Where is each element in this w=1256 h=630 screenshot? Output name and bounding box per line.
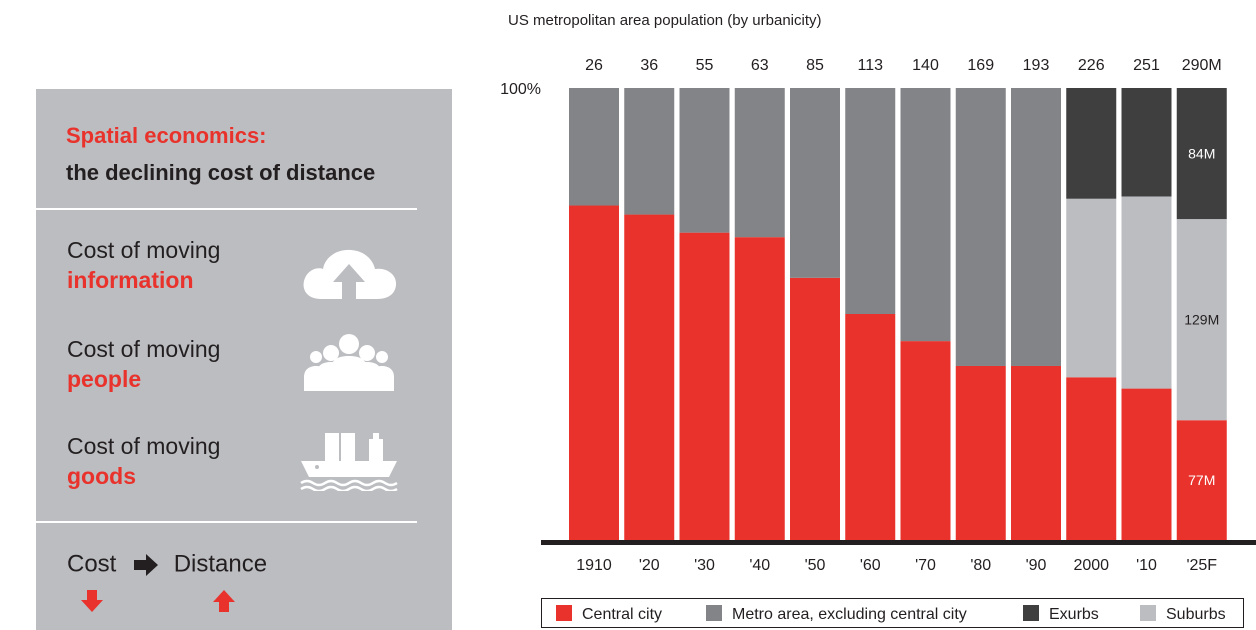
bar-total-label: 193 [1023, 57, 1050, 74]
legend-swatch [556, 605, 572, 621]
bar-segment-central [955, 365, 1006, 540]
bar-total-label: 36 [640, 57, 658, 74]
bar-segment-central [734, 237, 785, 540]
bar-value-label: 129M [1184, 312, 1219, 328]
bar-segment-central [569, 205, 619, 540]
x-tick-label: '80 [970, 557, 991, 574]
legend-item-exurbs: Exurbs [1023, 605, 1099, 624]
bar-segment-suburbs [1176, 219, 1227, 421]
bar-segment-metro [955, 88, 1006, 366]
bar-segment-central [624, 214, 675, 540]
bar-total-label: 169 [967, 57, 994, 74]
legend-item-central: Central city [556, 605, 662, 624]
people-group-icon [304, 334, 394, 391]
bar-segment-exurbs [1176, 88, 1227, 220]
bar-total-label: 26 [585, 57, 603, 74]
arrow-up-icon [213, 590, 235, 612]
bar-segment-metro [1011, 88, 1061, 366]
bar-segment-suburbs [1066, 198, 1117, 378]
bar-total-label: 251 [1133, 57, 1160, 74]
distance-term: Distance [173, 550, 268, 578]
cost-label: Cost of moving [67, 237, 221, 263]
bar-total-label: 63 [751, 57, 769, 74]
bar-total-label: 55 [696, 57, 714, 74]
bar-total-label: 290M [1182, 57, 1222, 74]
bar-segment-central [1176, 420, 1227, 540]
x-tick-label: '40 [749, 557, 770, 574]
cost-subject: information [67, 267, 194, 293]
bar-segment-central [1011, 365, 1061, 540]
x-tick-label: '20 [639, 557, 660, 574]
bar-segment-metro [624, 88, 675, 215]
bar-total-label: 140 [912, 57, 939, 74]
x-tick-label: 2000 [1073, 557, 1109, 574]
bar-value-label: 84M [1188, 146, 1215, 162]
chart-legend: Central city Metro area, excluding centr… [541, 598, 1244, 628]
x-axis-baseline [541, 540, 1256, 545]
cost-subject: goods [67, 463, 136, 489]
bar-segment-metro [790, 88, 840, 278]
legend-label: Metro area, excluding central city [732, 606, 967, 623]
cost-subject: people [67, 366, 142, 392]
bar-segment-metro [845, 88, 896, 314]
bar-segment-metro [734, 88, 785, 238]
legend-label: Suburbs [1166, 606, 1226, 623]
x-tick-label: '50 [805, 557, 826, 574]
x-tick-label: '60 [860, 557, 881, 574]
legend-swatch [706, 605, 722, 621]
panel-title: the declining cost of distance [66, 160, 376, 185]
bar-segment-central [900, 341, 951, 540]
arrow-down-icon [81, 590, 103, 612]
info-panel: Spatial economics: the declining cost of… [36, 89, 452, 630]
cost-label: Cost of moving [67, 433, 221, 459]
bar-total-label: 113 [857, 57, 883, 74]
bar-segment-suburbs [1121, 196, 1172, 389]
divider [36, 208, 417, 210]
cargo-ship-icon [300, 433, 398, 491]
cost-row-people: Cost of moving people [67, 334, 220, 394]
legend-swatch [1023, 605, 1039, 621]
y-axis-top-label: 100% [500, 81, 541, 98]
legend-label: Central city [582, 606, 663, 623]
x-tick-label: '10 [1136, 557, 1157, 574]
bar-segment-central [845, 314, 896, 540]
cost-row-information: Cost of moving information [67, 235, 220, 295]
divider [36, 521, 417, 523]
panel-title-highlight: Spatial economics: [66, 123, 267, 148]
cost-distance-relation: Cost Distance [67, 550, 267, 579]
bar-total-label: 85 [806, 57, 824, 74]
bar-segment-metro [679, 88, 730, 233]
bar-segment-metro [569, 88, 619, 206]
bar-segment-central [679, 232, 730, 540]
cost-term: Cost [67, 550, 117, 578]
chart-title: US metropolitan area population (by urba… [508, 12, 822, 29]
bar-value-label: 77M [1188, 472, 1215, 488]
legend-item-metro: Metro area, excluding central city [706, 605, 967, 624]
cost-label: Cost of moving [67, 336, 221, 362]
arrow-right-icon [134, 553, 159, 576]
x-tick-label: '90 [1026, 557, 1047, 574]
x-tick-label: '70 [915, 557, 936, 574]
x-tick-label: '30 [694, 557, 715, 574]
legend-label: Exurbs [1049, 606, 1099, 623]
bar-segment-central [790, 277, 840, 540]
legend-item-suburbs: Suburbs [1140, 605, 1226, 624]
bar-total-label: 226 [1078, 57, 1105, 74]
bar-segment-central [1121, 388, 1172, 540]
bar-segment-central [1066, 377, 1117, 540]
bar-segment-exurbs [1121, 88, 1172, 197]
legend-swatch [1140, 605, 1156, 621]
cloud-upload-icon [303, 249, 397, 299]
cost-row-goods: Cost of moving goods [67, 431, 220, 491]
bar-segment-metro [900, 88, 951, 342]
x-tick-label: '25F [1186, 557, 1217, 574]
bar-segment-exurbs [1066, 88, 1117, 199]
x-tick-label: 1910 [576, 557, 612, 574]
